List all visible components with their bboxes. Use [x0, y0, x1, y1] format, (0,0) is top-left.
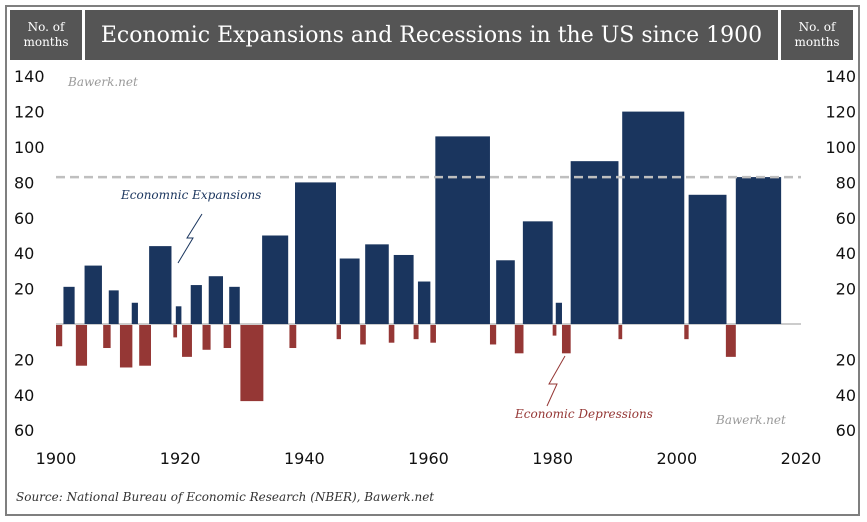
- expansion-bar: [84, 265, 102, 324]
- recession-bar: [75, 325, 88, 366]
- expansion-bar: [229, 286, 240, 324]
- expansion-bar: [522, 221, 553, 324]
- recession-bar: [360, 325, 366, 345]
- y-tick-left: 40: [14, 244, 34, 263]
- recession-bar: [561, 325, 571, 354]
- watermark-bottom: Bawerk.net: [715, 413, 786, 427]
- expansion-bar: [622, 111, 685, 324]
- y-tick-right: 40: [836, 244, 856, 263]
- expansion-bar: [295, 182, 336, 324]
- y-tick-right: 20: [836, 350, 856, 369]
- recession-bar: [489, 325, 497, 345]
- y-tick-left: 40: [14, 386, 34, 405]
- y-tick-right: 60: [836, 421, 856, 440]
- y-tick-right: 60: [836, 209, 856, 228]
- recession-bar: [388, 325, 395, 343]
- expansion-bar: [555, 302, 562, 324]
- recession-bar: [223, 325, 232, 349]
- recession-bar: [240, 325, 264, 402]
- recession-bar: [202, 325, 211, 350]
- y-tick-left: 140: [14, 67, 45, 86]
- recession-bar: [552, 325, 557, 336]
- x-tick: 1980: [532, 449, 573, 468]
- chart-title-bar: Economic Expansions and Recessions in th…: [85, 10, 778, 60]
- expansion-bar: [570, 161, 619, 324]
- x-tick: 2020: [781, 449, 822, 468]
- expansion-bar: [149, 246, 172, 324]
- recession-bar: [173, 325, 178, 338]
- x-tick: 1940: [284, 449, 325, 468]
- expansion-bar: [175, 306, 182, 324]
- expansion-bar: [496, 260, 515, 324]
- x-tick: 1920: [160, 449, 201, 468]
- expansion-bar: [688, 194, 727, 324]
- expansion-bar: [63, 286, 75, 324]
- recession-bar: [725, 325, 736, 357]
- y-tick-right: 20: [836, 280, 856, 299]
- expansion-bar: [208, 276, 224, 324]
- y-tick-left: 20: [14, 280, 34, 299]
- y-tick-left: 120: [14, 103, 45, 122]
- recession-annotation-pointer: [546, 355, 566, 407]
- expansion-bar: [339, 258, 360, 324]
- recession-annotation: Economic Depressions: [514, 407, 653, 421]
- expansion-bar: [417, 281, 431, 324]
- recession-bar: [514, 325, 524, 354]
- recession-bar: [182, 325, 192, 357]
- expansion-bar: [365, 244, 389, 324]
- right-axis-header-label: No. of months: [794, 20, 840, 49]
- y-tick-left: 100: [14, 138, 45, 157]
- watermark-top: Bawerk.net: [67, 75, 138, 89]
- x-tick: 1960: [408, 449, 449, 468]
- chart-title: Economic Expansions and Recessions in th…: [100, 22, 763, 48]
- expansion-annotation-pointer: [177, 213, 203, 264]
- y-tick-left: 60: [14, 209, 34, 228]
- recession-bar: [684, 325, 689, 340]
- recession-bar: [119, 325, 133, 368]
- recession-bar: [103, 325, 111, 349]
- recession-bar: [139, 325, 151, 366]
- right-axis-header: No. of months: [781, 10, 853, 60]
- expansion-bar: [393, 254, 414, 324]
- expansion-bar: [262, 235, 289, 324]
- y-tick-left: 20: [14, 350, 34, 369]
- y-tick-left: 80: [14, 173, 34, 192]
- y-tick-right: 120: [825, 103, 856, 122]
- source-note: Source: National Bureau of Economic Rese…: [16, 490, 435, 504]
- x-tick: 1900: [36, 449, 77, 468]
- x-tick: 2000: [656, 449, 697, 468]
- expansion-bar: [435, 136, 490, 324]
- y-tick-right: 140: [825, 67, 856, 86]
- left-axis-header: No. of months: [10, 10, 82, 60]
- recession-bar: [56, 325, 63, 347]
- recession-bar: [413, 325, 419, 340]
- y-tick-left: 60: [14, 421, 34, 440]
- left-axis-header-label: No. of months: [23, 20, 69, 49]
- recession-bar: [336, 325, 341, 340]
- expansion-bar: [735, 177, 782, 324]
- y-tick-right: 100: [825, 138, 856, 157]
- y-tick-right: 40: [836, 386, 856, 405]
- y-tick-right: 80: [836, 173, 856, 192]
- recession-bar: [430, 325, 436, 343]
- expansion-annotation: Economnic Expansions: [120, 188, 261, 202]
- expansion-bar: [108, 290, 119, 324]
- expansion-bar: [190, 285, 202, 324]
- expansion-bar: [131, 302, 138, 324]
- recession-bar: [618, 325, 623, 340]
- recession-bar: [289, 325, 297, 349]
